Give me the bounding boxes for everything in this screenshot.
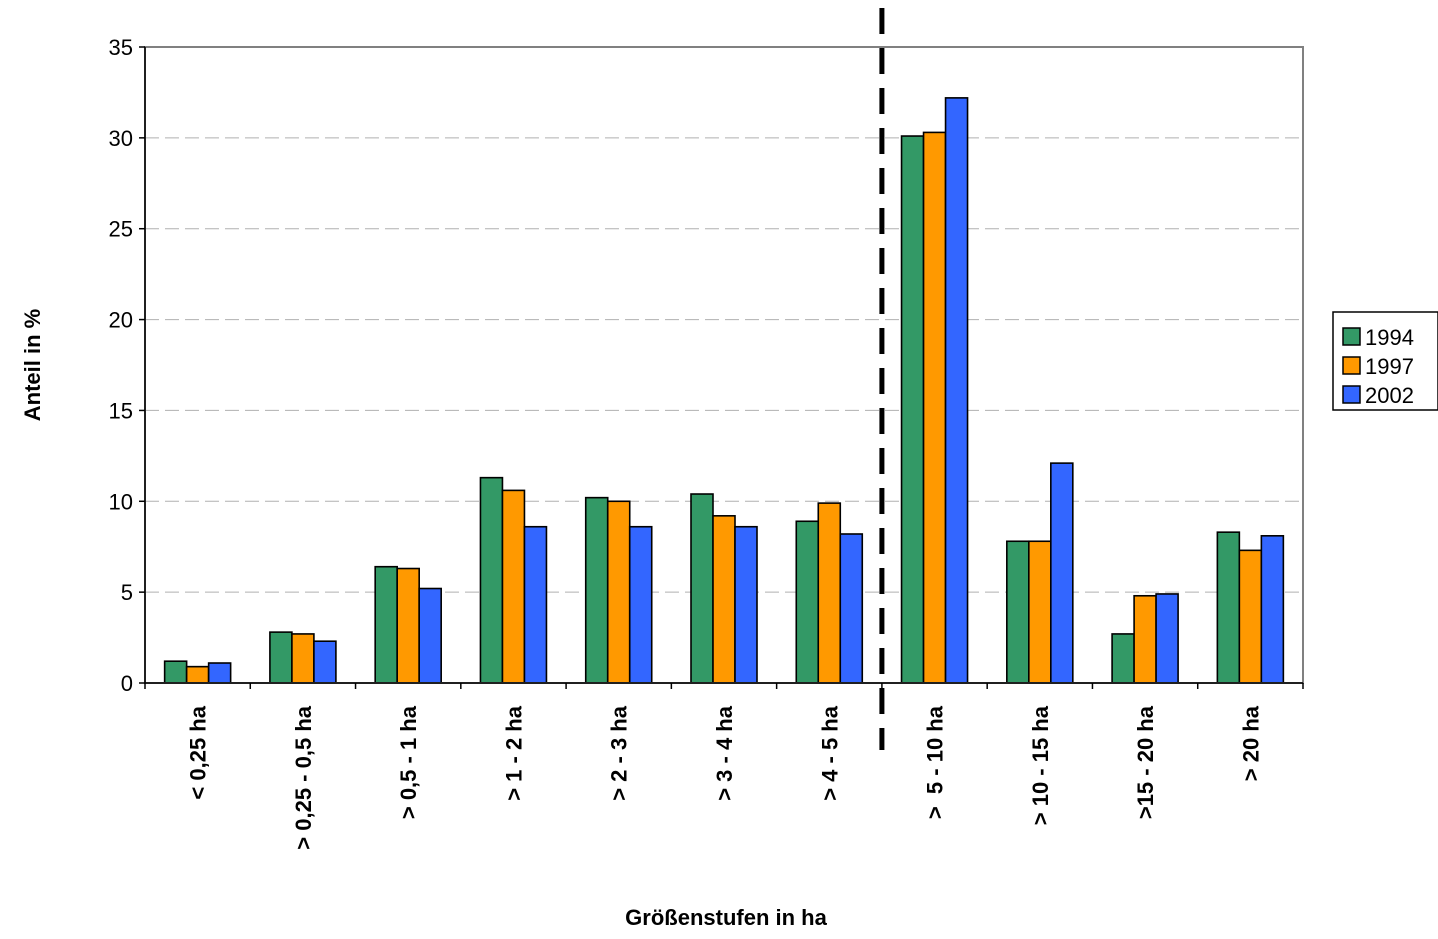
bar-1997 xyxy=(606,500,631,684)
y-tick-label: 15 xyxy=(109,398,133,423)
bar-2002 xyxy=(944,97,969,684)
bar-1997 xyxy=(1133,594,1157,684)
bar-2002 xyxy=(839,533,864,684)
bar-1997 xyxy=(922,131,947,684)
bar-2002 xyxy=(1050,462,1074,684)
legend-swatch-2002 xyxy=(1342,385,1361,404)
bar-1994 xyxy=(1006,540,1030,684)
bar-2002 xyxy=(523,525,548,684)
y-tick-label: 25 xyxy=(109,217,133,242)
bar-1994 xyxy=(900,135,925,684)
y-tick-label: 10 xyxy=(109,489,133,514)
bar-1994 xyxy=(690,493,714,684)
bar-2002 xyxy=(628,525,653,684)
gridlines xyxy=(145,137,1303,593)
bar-1997 xyxy=(396,567,420,684)
bar-1994 xyxy=(795,520,820,684)
legend-label: 1997 xyxy=(1365,354,1414,379)
bar-1994 xyxy=(1216,531,1241,684)
axes xyxy=(139,46,1304,689)
x-tick-labels: < 0,25 ha > 0,25 - 0,5 ha > 0,5 - 1 ha > 1 … xyxy=(186,705,1264,849)
bar-2002 xyxy=(1155,593,1179,684)
bar-2002 xyxy=(1260,535,1285,684)
legend-swatch-1994 xyxy=(1342,327,1361,346)
bars xyxy=(163,97,1285,684)
bar-1994 xyxy=(269,631,293,684)
x-tick-label: >15 - 20 ha xyxy=(1133,705,1158,819)
x-tick-label: > 10 - 15 ha xyxy=(1028,705,1053,825)
y-tick-label: 5 xyxy=(121,580,133,605)
x-tick-label: > 1 - 2 ha xyxy=(501,705,526,801)
x-tick-label: > 0,25 - 0,5 ha xyxy=(291,705,316,849)
legend-label: 2002 xyxy=(1365,383,1414,408)
bar-1994 xyxy=(163,660,188,684)
bar-1994 xyxy=(374,565,398,684)
x-tick-label: > 5 - 10 ha xyxy=(923,705,948,819)
legend-label: 1994 xyxy=(1365,325,1414,350)
bar-1997 xyxy=(712,515,736,684)
y-tick-label: 0 xyxy=(121,671,133,696)
bar-2002 xyxy=(734,525,758,684)
bar-1994 xyxy=(479,476,504,684)
x-tick-label: > 3 - 4 ha xyxy=(712,705,737,801)
x-tick-label: > 2 - 3 ha xyxy=(607,705,632,801)
y-tick-label: 20 xyxy=(109,308,133,333)
y-tick-label: 30 xyxy=(109,126,133,151)
bar-2002 xyxy=(207,662,232,684)
x-tick-label: > 0,5 - 1 ha xyxy=(396,705,421,819)
legend: 1994 1997 2002 xyxy=(1332,311,1438,411)
x-tick-label: > 20 ha xyxy=(1238,705,1263,781)
bar-1994 xyxy=(584,496,609,684)
y-axis-title: Anteil in % xyxy=(20,309,45,421)
bar-1997 xyxy=(817,502,842,684)
bar-1997 xyxy=(291,633,315,684)
bar-1997 xyxy=(185,665,210,684)
y-tick-labels: 0 5 10 15 20 25 30 35 xyxy=(109,35,133,696)
bar-2002 xyxy=(418,587,442,684)
y-tick-label: 35 xyxy=(109,35,133,60)
bar-1997 xyxy=(1028,540,1052,684)
x-axis-title: Größenstufen in ha xyxy=(625,905,827,930)
x-tick-label: < 0,25 ha xyxy=(186,705,211,799)
bar-1997 xyxy=(501,489,526,684)
legend-swatch-1997 xyxy=(1342,356,1361,375)
x-tick-label: > 4 - 5 ha xyxy=(817,705,842,801)
bar-1994 xyxy=(1111,633,1135,684)
bar-1997 xyxy=(1238,549,1263,684)
bar-2002 xyxy=(313,640,337,684)
